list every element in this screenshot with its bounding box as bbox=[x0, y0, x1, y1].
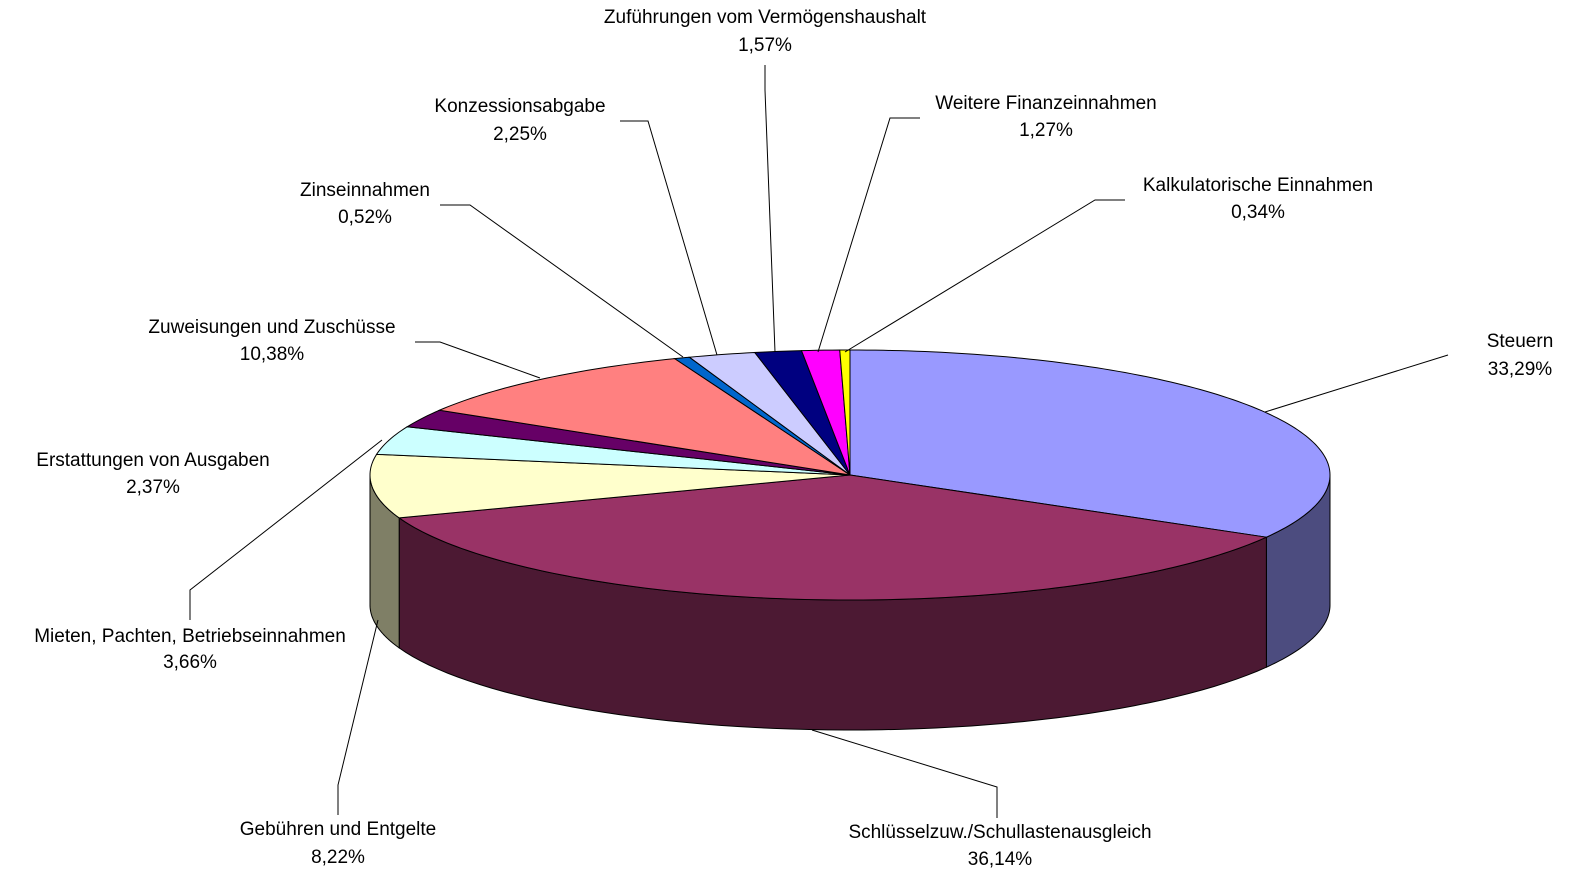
slice bbox=[688, 351, 851, 476]
leader-line bbox=[1264, 354, 1449, 413]
slice-value-label: 1,27% bbox=[1019, 120, 1073, 141]
slice-value-label: 3,66% bbox=[163, 652, 217, 673]
slice bbox=[753, 350, 851, 476]
leader-line bbox=[337, 619, 379, 815]
slice-value-label: 2,25% bbox=[493, 124, 547, 145]
leader-line bbox=[811, 729, 998, 818]
leader-line bbox=[817, 117, 920, 353]
slice-label: Steuern bbox=[1487, 331, 1554, 352]
slice-label: Zuführungen vom Vermögenshaushalt bbox=[604, 7, 927, 28]
slice bbox=[397, 474, 1269, 601]
slice-value-label: 0,34% bbox=[1231, 202, 1285, 223]
slice-label: Schlüsselzuw./Schullastenausgleich bbox=[848, 822, 1151, 843]
slice bbox=[375, 426, 851, 476]
slice-label: Konzessionsabgabe bbox=[434, 96, 605, 117]
slice-value-label: 2,37% bbox=[126, 477, 180, 498]
slice-value-label: 8,22% bbox=[311, 847, 365, 868]
slice bbox=[437, 358, 851, 476]
slice bbox=[839, 349, 851, 476]
leader-line bbox=[415, 341, 541, 379]
slice-value-label: 10,38% bbox=[240, 344, 305, 365]
slice-value-label: 1,57% bbox=[738, 35, 792, 56]
slice-value-label: 36,14% bbox=[968, 849, 1033, 870]
leader-line bbox=[844, 199, 1125, 353]
leader-line bbox=[189, 439, 383, 620]
slice-label: Zinseinnahmen bbox=[300, 180, 430, 201]
slice-label: Gebühren und Entgelte bbox=[240, 819, 437, 840]
slice bbox=[405, 409, 851, 476]
slice-label: Zuweisungen und Zuschüsse bbox=[148, 317, 395, 338]
slice-label: Kalkulatorische Einnahmen bbox=[1143, 175, 1373, 196]
slice-label: Erstattungen von Ausgaben bbox=[36, 450, 269, 471]
leader-line bbox=[440, 204, 684, 358]
slice-value-label: 33,29% bbox=[1488, 359, 1553, 380]
slice-label: Weitere Finanzeinnahmen bbox=[935, 93, 1156, 114]
slice-value-label: 0,52% bbox=[338, 207, 392, 228]
leader-line bbox=[764, 65, 776, 353]
slice-label: Mieten, Pachten, Betriebseinnahmen bbox=[34, 626, 346, 647]
leader-line bbox=[620, 120, 718, 356]
slice bbox=[800, 349, 851, 476]
